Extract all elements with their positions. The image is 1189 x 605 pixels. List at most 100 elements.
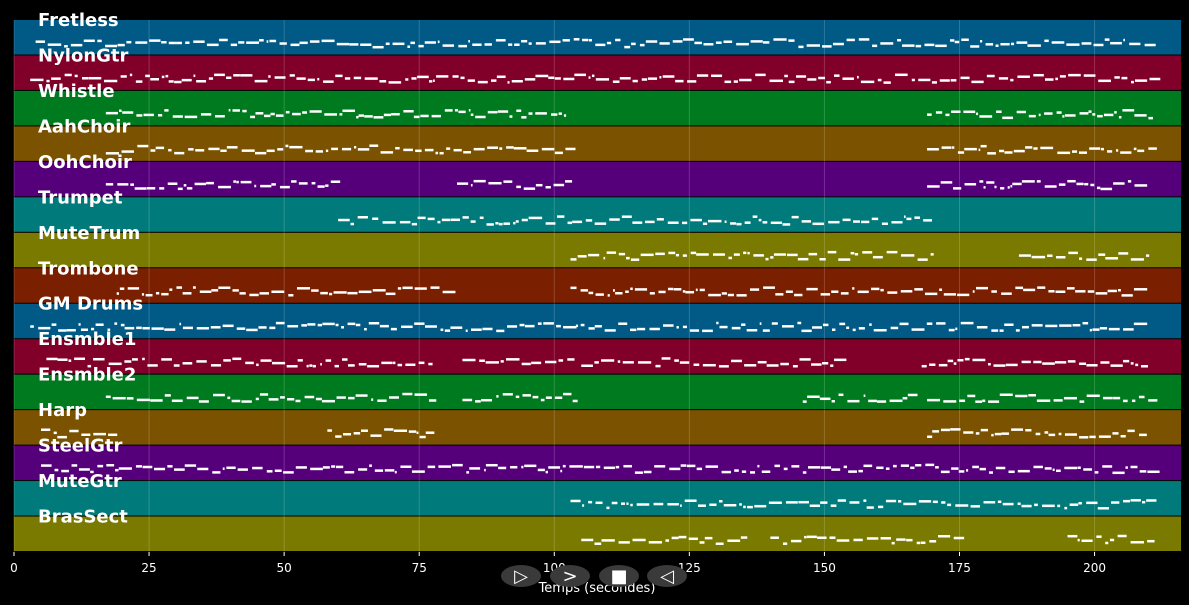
note-mark [317,323,323,327]
note-mark [1107,289,1117,293]
note-mark [929,363,936,366]
track-label-4: OohChoir [38,152,132,173]
note-mark [356,115,359,119]
note-mark [1077,538,1080,542]
note-mark [500,360,504,363]
note-mark [770,536,779,539]
note-mark [106,464,115,467]
note-mark [108,362,122,366]
note-mark [733,253,740,256]
note-mark [1071,150,1078,153]
note-mark [662,75,675,78]
note-mark [951,467,959,470]
note-marks [30,38,1161,546]
note-mark [1017,75,1030,78]
note-mark [399,220,411,224]
note-mark [705,465,719,468]
note-mark [198,400,209,403]
note-mark [1068,251,1078,255]
note-mark [373,116,384,119]
note-mark [57,358,68,361]
note-mark [1067,179,1076,183]
note-mark [528,42,532,45]
note-mark [957,358,964,362]
note-mark [1015,286,1024,290]
note-mark [155,146,165,150]
note-mark [911,328,925,331]
note-mark [1144,43,1156,47]
note-mark [676,326,679,329]
note-mark [868,399,877,403]
note-mark [149,39,161,42]
note-mark [1086,364,1098,367]
note-mark [716,321,719,325]
note-mark [167,182,178,185]
note-mark [285,144,289,148]
note-mark [165,74,169,78]
stop-button[interactable]: ■ [599,565,639,587]
track-band-0 [14,20,1181,55]
note-mark [121,150,134,153]
track-label-1: NylonGtr [38,45,129,66]
note-mark [1004,151,1013,154]
track-bands [14,20,1181,551]
note-mark [1031,324,1043,327]
note-mark [485,463,498,467]
note-mark [554,396,563,400]
note-mark [289,74,295,77]
note-mark [893,464,897,468]
note-mark [1087,290,1095,293]
note-mark [416,431,419,435]
note-mark [117,43,125,47]
note-mark [47,43,62,46]
note-mark [1133,322,1148,326]
track-notes-6 [570,250,1150,261]
note-mark [1127,180,1132,183]
track-notes-5 [338,215,932,226]
play-button[interactable]: ▷ [501,565,541,587]
note-mark [450,218,461,222]
note-mark [540,398,545,402]
note-mark [558,359,564,362]
note-mark [719,500,723,503]
note-mark [931,81,938,84]
track-label-9: Ensmble1 [38,329,136,350]
note-mark [372,289,386,292]
note-mark [1113,396,1121,400]
note-mark [1072,323,1081,327]
note-mark [797,321,802,325]
note-mark [887,291,898,294]
note-mark [470,220,476,223]
note-mark [307,323,316,326]
note-mark [1067,534,1078,538]
note-mark [471,328,482,331]
note-mark [472,43,482,46]
note-mark [192,286,196,289]
note-mark [897,38,902,42]
note-mark [172,115,183,118]
note-mark [74,74,78,78]
note-mark [350,222,354,226]
note-mark [609,218,620,221]
note-mark [477,80,488,84]
note-mark [781,325,794,328]
note-mark [266,470,273,473]
note-mark [310,467,323,471]
note-mark [553,183,565,187]
note-mark [347,291,358,295]
note-mark [440,328,444,332]
note-mark [369,464,372,467]
rewind-button[interactable]: ◁ [647,565,687,587]
note-mark [734,469,739,472]
note-mark [1130,80,1134,84]
note-mark [1052,468,1055,472]
note-mark [411,222,418,226]
note-mark [454,109,458,112]
note-mark [715,41,722,44]
forward-button[interactable]: > [550,565,590,587]
note-mark [275,114,284,117]
note-mark [883,81,891,84]
note-mark [869,323,872,326]
note-mark [588,291,594,295]
